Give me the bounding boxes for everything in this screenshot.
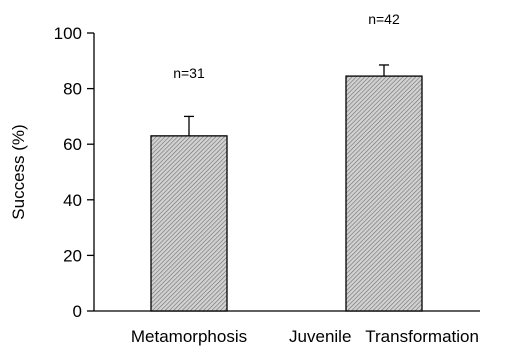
y-tick-label: 60 — [63, 135, 82, 154]
bar — [150, 135, 228, 312]
y-tick-label: 100 — [54, 24, 82, 43]
y-axis-title: Success (%) — [9, 124, 28, 219]
bar — [345, 75, 423, 312]
axes: 0 20 40 60 80 100 — [54, 24, 480, 321]
y-tick-label: 20 — [63, 246, 82, 265]
sample-size-label: n=31 — [173, 65, 205, 81]
labels: n=31 Metamorphosis n=42 Juvenile Transforma… — [131, 11, 479, 346]
bars — [150, 64, 423, 312]
x-category-label: Metamorphosis — [131, 327, 247, 346]
sample-size-label: n=42 — [368, 11, 400, 27]
y-tick-label: 80 — [63, 80, 82, 99]
y-tick-label: 0 — [73, 302, 82, 321]
y-tick-label: 40 — [63, 191, 82, 210]
x-category-label: Juvenile Transformation — [289, 327, 479, 346]
